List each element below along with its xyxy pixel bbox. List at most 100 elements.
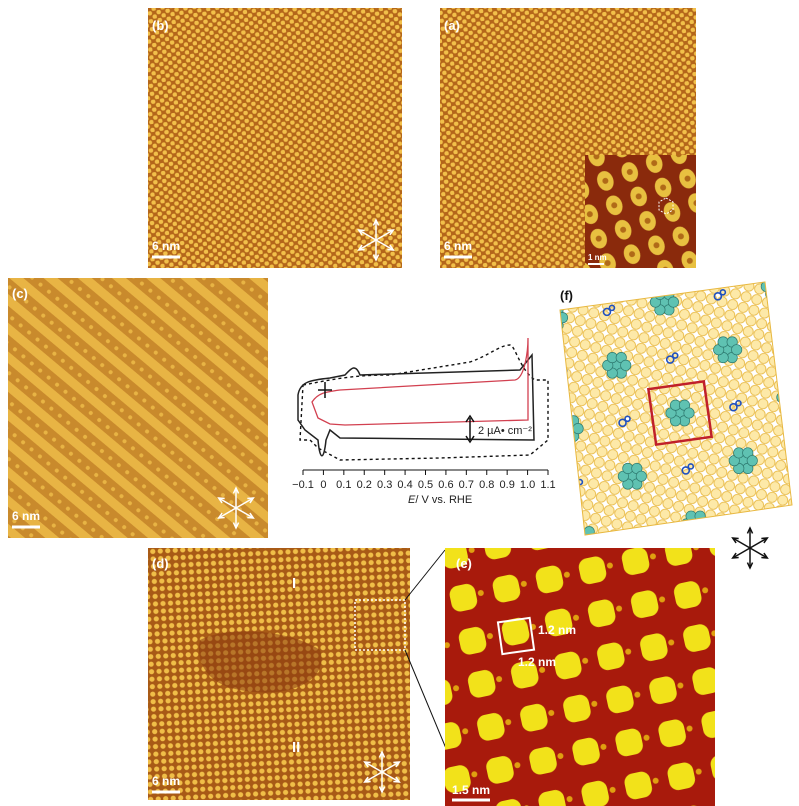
- domain-label: II: [292, 739, 300, 756]
- x-tick-label: 0.8: [479, 479, 494, 491]
- x-tick-label: 1.1: [540, 479, 555, 491]
- molecule-ring: [699, 519, 709, 529]
- molecule-ring: [490, 273, 500, 283]
- molecule-ring: [559, 431, 569, 441]
- adsorbate: [635, 530, 642, 537]
- molecule-ring: [655, 289, 665, 299]
- adsorbate: [562, 369, 567, 374]
- adsorbate: [571, 483, 578, 490]
- molecule-ring: [790, 400, 799, 410]
- direction-arrows: [733, 528, 768, 568]
- molecule-ring: [795, 392, 799, 402]
- molecule-ring: [698, 234, 708, 244]
- adsorbate: [556, 372, 563, 379]
- x-axis-unit: / V vs. RHE: [415, 494, 472, 506]
- x-tick-label: 0.2: [357, 479, 372, 491]
- x-axis-label: E/ V vs. RHE: [408, 494, 472, 506]
- panel-label: (d): [152, 556, 169, 571]
- molecule-ring: [557, 312, 567, 322]
- molecule-ring: [716, 234, 726, 244]
- molecule-ring: [711, 241, 721, 251]
- molecule-ring: [775, 289, 785, 299]
- molecule-ring: [559, 416, 569, 426]
- molecule-ring: [521, 494, 531, 504]
- x-tick-label: 0.9: [500, 479, 515, 491]
- stm-image: [148, 8, 402, 268]
- adsorbate: [762, 230, 769, 237]
- molecule-ring: [588, 534, 598, 544]
- stm-image: [8, 278, 268, 538]
- cell-label: 1.2 nm: [538, 623, 576, 637]
- molecule-ring: [544, 305, 554, 315]
- zoom-line: [405, 550, 445, 600]
- molecule-ring: [786, 392, 796, 402]
- molecule-ring: [505, 384, 515, 394]
- x-tick-label: 0: [320, 479, 326, 491]
- scale-label: 6 nm: [444, 239, 472, 253]
- molecule-ring: [781, 400, 791, 410]
- molecule-ring: [496, 368, 506, 378]
- molecule-ring: [636, 471, 646, 481]
- cell-label: 1.2 nm: [518, 655, 556, 669]
- molecule-ring: [731, 345, 741, 355]
- molecule-ring: [544, 320, 554, 330]
- adsorbate: [499, 321, 504, 326]
- adsorbate: [530, 543, 535, 548]
- molecule-ring: [749, 574, 759, 584]
- molecule-ring: [686, 527, 696, 537]
- scale-label: 6 nm: [152, 774, 180, 788]
- adsorbate: [641, 527, 646, 532]
- x-tick-label: 0.1: [336, 479, 351, 491]
- x-tick-label: 0.4: [397, 479, 412, 491]
- x-tick-label: 1.0: [520, 479, 535, 491]
- stm-image: [445, 548, 715, 806]
- molecule-ring: [668, 297, 678, 307]
- cv-curve-red: [312, 338, 528, 425]
- molecule-ring: [770, 281, 780, 291]
- panel-label: (c): [12, 286, 28, 301]
- molecule-ring: [758, 574, 768, 584]
- molecule-ring: [766, 274, 776, 284]
- x-tick-label: 0.7: [459, 479, 474, 491]
- molecule-ring: [555, 423, 565, 433]
- panel-label: (e): [456, 556, 472, 571]
- molecule-ring: [621, 360, 631, 370]
- molecule-ring: [763, 566, 773, 576]
- molecule-ring: [702, 226, 712, 236]
- domain-label: I: [292, 575, 296, 592]
- molecule-ring: [707, 234, 717, 244]
- adsorbate: [778, 340, 785, 347]
- current-scale-label: 2 µA• cm⁻²: [478, 425, 532, 437]
- molecule-ring: [702, 241, 712, 251]
- molecule-ring: [539, 312, 549, 322]
- adsorbate: [793, 451, 799, 458]
- molecule-ring: [684, 408, 694, 418]
- adsorbate: [784, 337, 789, 342]
- cv-curve-dotted: [300, 345, 548, 460]
- molecule-ring: [754, 566, 764, 576]
- molecule-ring: [496, 384, 506, 394]
- molecule-ring: [481, 273, 491, 283]
- x-tick-label: 0.6: [438, 479, 453, 491]
- figure: (b) 6 nm (a) 6 nm 1 nm (c) 6 nm 2 µA• cm…: [0, 0, 799, 806]
- scale-label: 6 nm: [152, 239, 180, 253]
- molecule-ring: [779, 281, 789, 291]
- scale-label: 6 nm: [12, 509, 40, 523]
- molecule-ring: [711, 226, 721, 236]
- molecule-ring: [747, 455, 757, 465]
- panel-label: (f): [560, 288, 573, 303]
- adsorbate: [493, 324, 500, 331]
- x-tick-label: −0.1: [292, 479, 314, 491]
- molecule-ring: [570, 534, 580, 544]
- molecule-ring: [579, 534, 589, 544]
- adsorbate: [746, 515, 753, 522]
- molecule-ring: [512, 494, 522, 504]
- x-tick-label: 0.5: [418, 479, 433, 491]
- panel-label: (b): [152, 18, 169, 33]
- scale-label: 1.5 nm: [452, 783, 490, 797]
- adsorbate: [768, 227, 773, 232]
- molecule-ring: [695, 511, 705, 521]
- molecule-ring: [695, 527, 705, 537]
- molecule-ring: [690, 519, 700, 529]
- molecule-ring: [792, 503, 799, 513]
